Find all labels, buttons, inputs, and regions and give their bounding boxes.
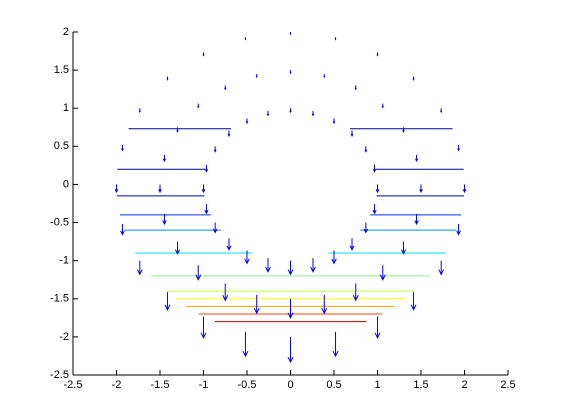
arrow xyxy=(332,331,339,358)
arrow xyxy=(244,37,247,41)
arrow xyxy=(349,238,355,251)
arrow xyxy=(176,127,179,133)
x-tick-label: 1.5 xyxy=(413,379,428,391)
arrow xyxy=(265,258,271,273)
arrow xyxy=(374,316,381,339)
arrow xyxy=(287,260,294,276)
x-tick-label: -1 xyxy=(199,379,209,391)
arrow xyxy=(372,204,377,215)
arrow xyxy=(164,292,171,311)
arrow xyxy=(136,260,143,276)
y-tick-label: -1 xyxy=(59,255,69,267)
arrow xyxy=(334,37,337,41)
x-tick-label: 0.5 xyxy=(326,379,341,391)
arrow xyxy=(414,214,419,226)
arrow xyxy=(462,184,467,194)
arrow xyxy=(402,127,405,133)
arrow xyxy=(224,85,227,91)
arrow xyxy=(287,298,294,319)
arrow xyxy=(138,108,141,114)
arrow xyxy=(375,184,380,194)
arrow xyxy=(242,331,249,358)
arrow xyxy=(121,144,124,152)
arrow xyxy=(253,294,260,315)
y-tick-label: 0.5 xyxy=(54,140,69,152)
arrow xyxy=(226,238,232,251)
arrow xyxy=(201,184,206,194)
arrow xyxy=(323,74,326,79)
arrow xyxy=(174,241,181,255)
arrow xyxy=(162,214,167,226)
x-tick-label: 2.5 xyxy=(500,379,515,391)
x-tick-label: 1 xyxy=(374,379,380,391)
arrow xyxy=(364,146,368,153)
arrow xyxy=(415,154,419,163)
arrow xyxy=(162,154,166,163)
y-tick-label: 1.5 xyxy=(54,64,69,76)
arrow xyxy=(438,260,445,276)
arrow xyxy=(195,265,202,281)
arrow xyxy=(440,108,443,114)
arrow xyxy=(289,108,292,114)
arrow xyxy=(200,316,207,339)
arrow xyxy=(376,52,379,57)
arrow xyxy=(202,52,205,57)
y-tick-label: 1 xyxy=(63,102,69,114)
y-tick-label: 2 xyxy=(63,26,69,38)
arrow xyxy=(400,241,407,255)
y-tick-label: -2.5 xyxy=(50,369,69,381)
y-tick-label: 0 xyxy=(63,178,69,190)
arrow xyxy=(332,118,336,125)
arrow xyxy=(372,164,377,173)
arrow xyxy=(311,110,315,117)
arrow xyxy=(379,265,386,281)
x-tick-label: 0 xyxy=(287,379,293,391)
arrow xyxy=(287,336,294,364)
arrow xyxy=(204,164,209,173)
arrow xyxy=(419,184,423,194)
x-tick-label: 2 xyxy=(461,379,467,391)
arrow xyxy=(363,222,369,234)
arrow xyxy=(114,184,119,194)
arrow xyxy=(456,223,461,236)
x-tick-label: -1.5 xyxy=(151,379,170,391)
arrow xyxy=(289,32,292,36)
arrow xyxy=(120,223,125,236)
arrow xyxy=(255,74,258,79)
x-tick-label: -2.5 xyxy=(64,379,83,391)
arrow xyxy=(158,184,162,194)
arrow xyxy=(321,294,328,315)
arrow xyxy=(245,118,249,125)
arrow xyxy=(412,76,415,81)
y-tick-label: -0.5 xyxy=(50,216,69,228)
arrow xyxy=(331,250,337,265)
arrow xyxy=(222,283,229,302)
arrow xyxy=(410,292,417,311)
y-tick-label: -2 xyxy=(59,331,69,343)
y-tick-label: -1.5 xyxy=(50,293,69,305)
arrow xyxy=(266,110,270,117)
arrow xyxy=(212,222,218,234)
arrow xyxy=(350,130,354,138)
x-tick-label: -2 xyxy=(112,379,122,391)
arrow xyxy=(289,70,292,75)
arrow xyxy=(354,85,357,91)
arrow xyxy=(204,204,209,215)
arrow xyxy=(227,130,231,138)
arrow xyxy=(381,103,384,109)
x-tick-label: -0.5 xyxy=(238,379,257,391)
arrow xyxy=(213,146,217,153)
arrow xyxy=(197,103,200,109)
arrow xyxy=(166,76,169,81)
arrow xyxy=(352,283,359,302)
arrow xyxy=(457,144,460,152)
arrow xyxy=(244,250,250,265)
arrow xyxy=(310,258,316,273)
